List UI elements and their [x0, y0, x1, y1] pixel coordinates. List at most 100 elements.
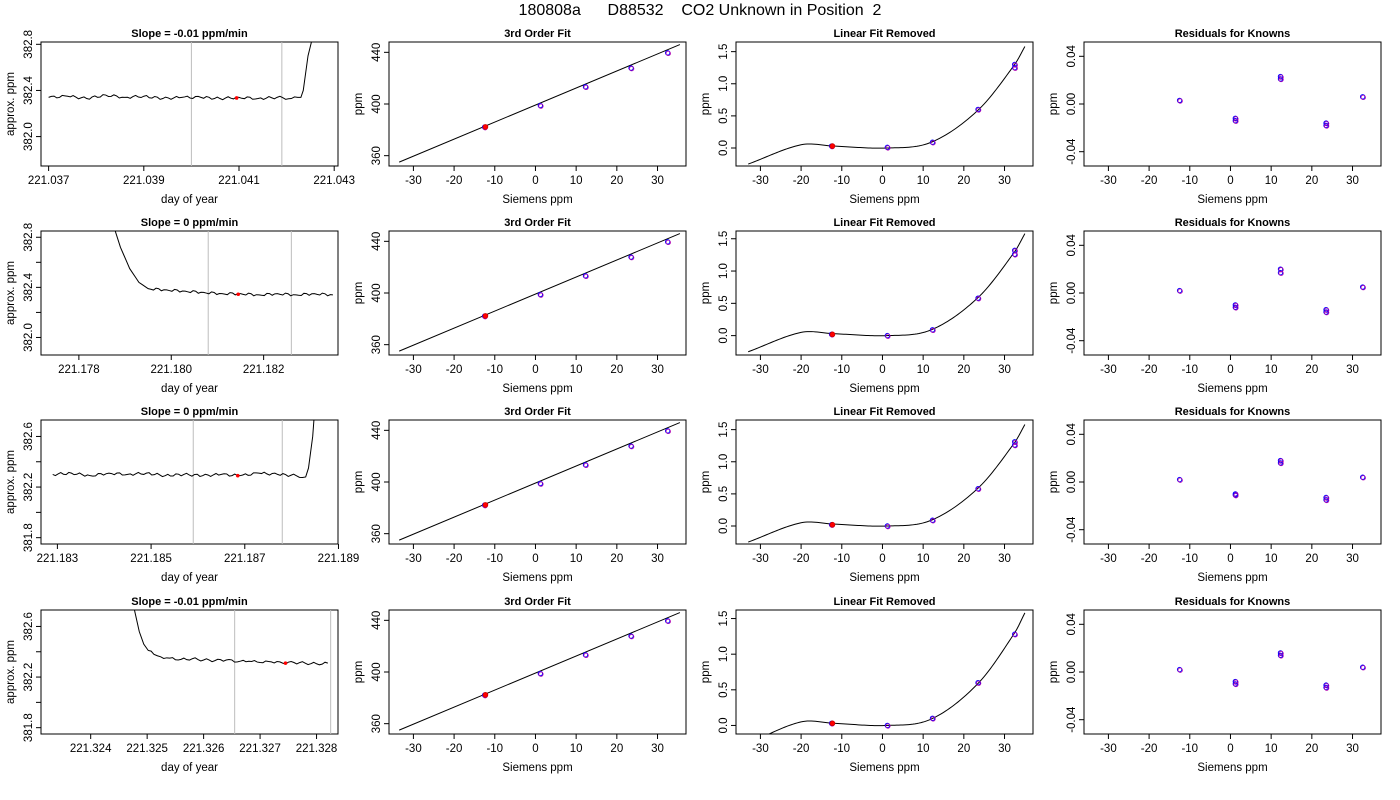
known-point-fit	[665, 239, 671, 246]
x-tick-label: -10	[1181, 364, 1198, 376]
panel-marks	[398, 422, 681, 541]
known-point-fit	[583, 84, 589, 91]
known-point	[537, 291, 544, 298]
x-tick-label: 221.182	[243, 364, 285, 376]
x-tick-label: 10	[570, 175, 583, 187]
known-point	[1323, 122, 1329, 129]
panel-trace-row-1: Slope = -0.01 ppm/min 221.037 221.039 221.0…	[5, 28, 355, 206]
y-axis-label: ppm	[353, 282, 365, 304]
known-point-fit	[1278, 460, 1284, 467]
x-tick-label: -20	[1141, 743, 1158, 755]
y-tick-label: 381.8	[23, 523, 35, 552]
x-tick-label: -20	[793, 364, 810, 376]
known-point-fit	[629, 444, 635, 450]
x-tick-label: -30	[405, 364, 422, 376]
y-tick-label: 0.00	[1066, 661, 1078, 683]
known-point-fit	[1278, 653, 1284, 659]
x-axis-label: Siemens ppm	[1197, 194, 1267, 206]
known-point-fit	[583, 652, 589, 659]
unknown-point	[829, 521, 836, 528]
y-tick-label: 382.0	[23, 323, 35, 352]
known-point-fit	[1360, 285, 1366, 291]
panel-trace-row-4: Slope = -0.01 ppm/min 221.324 221.325 221.3…	[5, 596, 339, 774]
x-tick-label: 221.189	[318, 553, 360, 565]
known-point	[1232, 492, 1239, 498]
y-tick-label: 382.6	[23, 612, 35, 641]
known-point	[537, 102, 544, 109]
known-point-fit	[976, 296, 982, 302]
panel-title: Slope = -0.01 ppm/min	[131, 596, 248, 608]
y-tick-label: 0.5	[718, 108, 730, 124]
known-point-fit	[1233, 493, 1239, 499]
x-tick-label: 10	[1265, 364, 1278, 376]
known-point-fit	[1012, 443, 1018, 449]
known-point	[582, 273, 589, 279]
x-tick-label: 10	[1265, 743, 1278, 755]
x-tick-label: -10	[1181, 175, 1198, 187]
y-axis-label: approx. ppm	[5, 640, 17, 704]
known-point	[1176, 666, 1183, 673]
y-tick-label: 1.0	[718, 646, 730, 662]
panel-marks	[48, 42, 312, 166]
x-axis-label: day of year	[161, 572, 218, 584]
known-point	[582, 84, 589, 90]
y-tick-label: 1.0	[718, 263, 730, 279]
panel-marks	[1176, 266, 1366, 316]
x-tick-label: -30	[405, 553, 422, 565]
x-tick-label: 30	[1346, 553, 1359, 565]
known-point-fit	[1324, 685, 1330, 691]
trace-line	[48, 42, 312, 101]
known-point-fit	[1324, 310, 1330, 316]
x-tick-label: 20	[957, 743, 970, 755]
x-tick-label: -20	[1141, 553, 1158, 565]
known-point	[884, 332, 891, 339]
x-tick-label: 221.327	[239, 743, 281, 755]
x-tick-label: 20	[1305, 553, 1318, 565]
x-tick-label: 10	[917, 364, 930, 376]
known-point-fit	[1012, 62, 1018, 68]
known-point-fit	[583, 462, 589, 469]
known-point-fit	[1278, 267, 1284, 273]
y-tick-label: 382.6	[23, 422, 35, 451]
y-tick-label: 0.04	[1066, 613, 1078, 636]
y-tick-label: 0.04	[1066, 45, 1078, 68]
x-tick-label: 20	[957, 553, 970, 565]
panel-marks	[1176, 650, 1366, 691]
y-tick-label: 360	[371, 714, 383, 733]
known-point-fit	[1012, 248, 1018, 254]
known-point	[1232, 678, 1239, 685]
x-tick-label: 0	[1227, 743, 1233, 755]
x-tick-label: -20	[446, 743, 463, 755]
x-tick-label: 221.037	[28, 175, 70, 187]
panel-residuals-row-3: Residuals for Knowns -30 -20 -10 0 10 20 30 Siem…	[1048, 406, 1382, 584]
x-tick-label: -10	[486, 743, 503, 755]
y-tick-label: 440	[371, 43, 383, 62]
y-tick-label: 382.4	[23, 272, 35, 301]
panel-title: Linear Fit Removed	[833, 596, 935, 608]
known-point-fit	[1278, 76, 1284, 83]
known-point-fit	[976, 486, 982, 492]
known-point-fit	[1012, 632, 1018, 638]
x-tick-label: -20	[793, 175, 810, 187]
known-point	[1323, 306, 1329, 313]
plot-frame	[735, 230, 1034, 356]
x-tick-label: 221.187	[224, 553, 266, 565]
known-point	[1359, 94, 1366, 100]
known-point	[1323, 497, 1329, 503]
y-tick-label: 440	[371, 232, 383, 251]
known-point	[1359, 664, 1366, 670]
y-axis-label: ppm	[1048, 282, 1060, 304]
plot-frame	[40, 609, 339, 735]
x-tick-label: -30	[405, 743, 422, 755]
unknown-point	[829, 331, 836, 338]
known-point-fit	[629, 66, 635, 72]
plot-frame	[735, 609, 1034, 735]
known-point-fit	[930, 518, 936, 524]
known-point	[929, 715, 936, 722]
panel-residuals-row-1: Residuals for Knowns -30 -20 -10 0 10 20 30 Siem…	[1048, 28, 1382, 206]
x-tick-label: -20	[446, 175, 463, 187]
y-tick-label: 1.5	[718, 611, 730, 627]
known-point-fit	[885, 524, 891, 530]
x-tick-label: 221.326	[183, 743, 225, 755]
unknown-point	[482, 313, 489, 319]
